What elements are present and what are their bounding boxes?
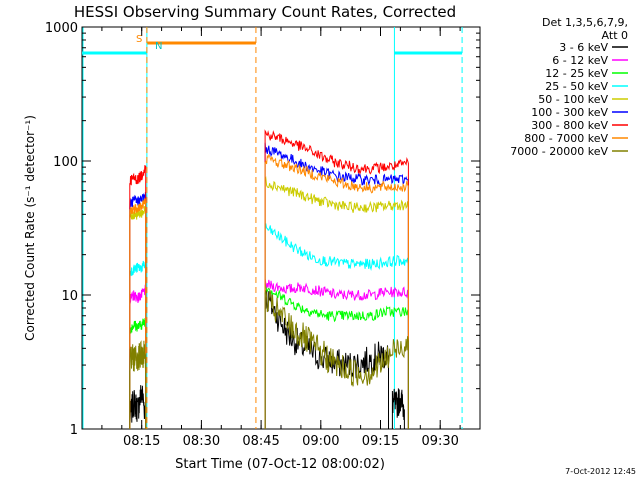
series-line bbox=[264, 142, 409, 429]
legend-label: 3 - 6 keV bbox=[559, 41, 608, 54]
x-tick-label: 08:45 bbox=[242, 434, 279, 449]
series-line bbox=[129, 192, 147, 429]
series-line bbox=[264, 223, 409, 429]
series-layer bbox=[129, 129, 409, 429]
legend-label: 7000 - 20000 keV bbox=[510, 145, 608, 158]
x-tick-label: 09:00 bbox=[302, 434, 339, 449]
y-tick-label: 100 bbox=[53, 155, 78, 170]
legend-header-line-1: Det 1,3,5,6,7,9, bbox=[542, 16, 628, 29]
x-tick-label: 09:15 bbox=[362, 434, 399, 449]
series-line bbox=[264, 153, 409, 429]
legend-header-line-2: Att 0 bbox=[602, 29, 628, 42]
annotation-n: N bbox=[155, 41, 162, 52]
y-axis-label: Corrected Count Rate (s⁻¹ detector⁻¹) bbox=[23, 115, 37, 341]
series-line bbox=[264, 283, 409, 429]
x-tick-label: 08:30 bbox=[183, 434, 220, 449]
series-line bbox=[264, 289, 389, 429]
legend-label: 25 - 50 keV bbox=[545, 80, 608, 93]
series-line bbox=[264, 289, 409, 429]
series-line bbox=[129, 198, 147, 429]
chart-title: HESSI Observing Summary Count Rates, Cor… bbox=[74, 3, 456, 21]
series-line bbox=[264, 176, 409, 429]
legend-label: 6 - 12 keV bbox=[552, 54, 608, 67]
series-line bbox=[129, 260, 147, 429]
legend-label: 50 - 100 keV bbox=[538, 93, 608, 106]
observing-overlay bbox=[82, 27, 463, 429]
legend-label: 800 - 7000 keV bbox=[524, 132, 608, 145]
series-line bbox=[129, 165, 147, 429]
y-tick-label: 1 bbox=[70, 423, 78, 438]
plot-frame bbox=[81, 26, 481, 430]
x-tick-label: 08:15 bbox=[123, 434, 160, 449]
legend-label: 12 - 25 keV bbox=[545, 67, 608, 80]
series-line bbox=[264, 279, 409, 429]
x-tick-label: 09:30 bbox=[421, 434, 458, 449]
y-tick-label: 1000 bbox=[45, 21, 78, 36]
series-line bbox=[129, 318, 147, 429]
axes: 1 10 100 1000 08:15 08:30 08:45 09:00 09:15 09:30 bbox=[45, 21, 481, 449]
series-line bbox=[264, 129, 409, 429]
legend-label: 100 - 300 keV bbox=[531, 106, 608, 119]
series-line bbox=[391, 388, 405, 429]
series-line bbox=[129, 284, 147, 429]
series-line bbox=[129, 340, 147, 429]
legend-label: 300 - 800 keV bbox=[531, 119, 608, 132]
x-axis-label: Start Time (07-Oct-12 08:00:02) bbox=[175, 457, 385, 472]
y-tick-label: 10 bbox=[61, 289, 78, 304]
series-line bbox=[129, 385, 147, 429]
annotation-s: S bbox=[136, 34, 142, 45]
footer-timestamp: 7-Oct-2012 12:45 bbox=[565, 467, 636, 476]
